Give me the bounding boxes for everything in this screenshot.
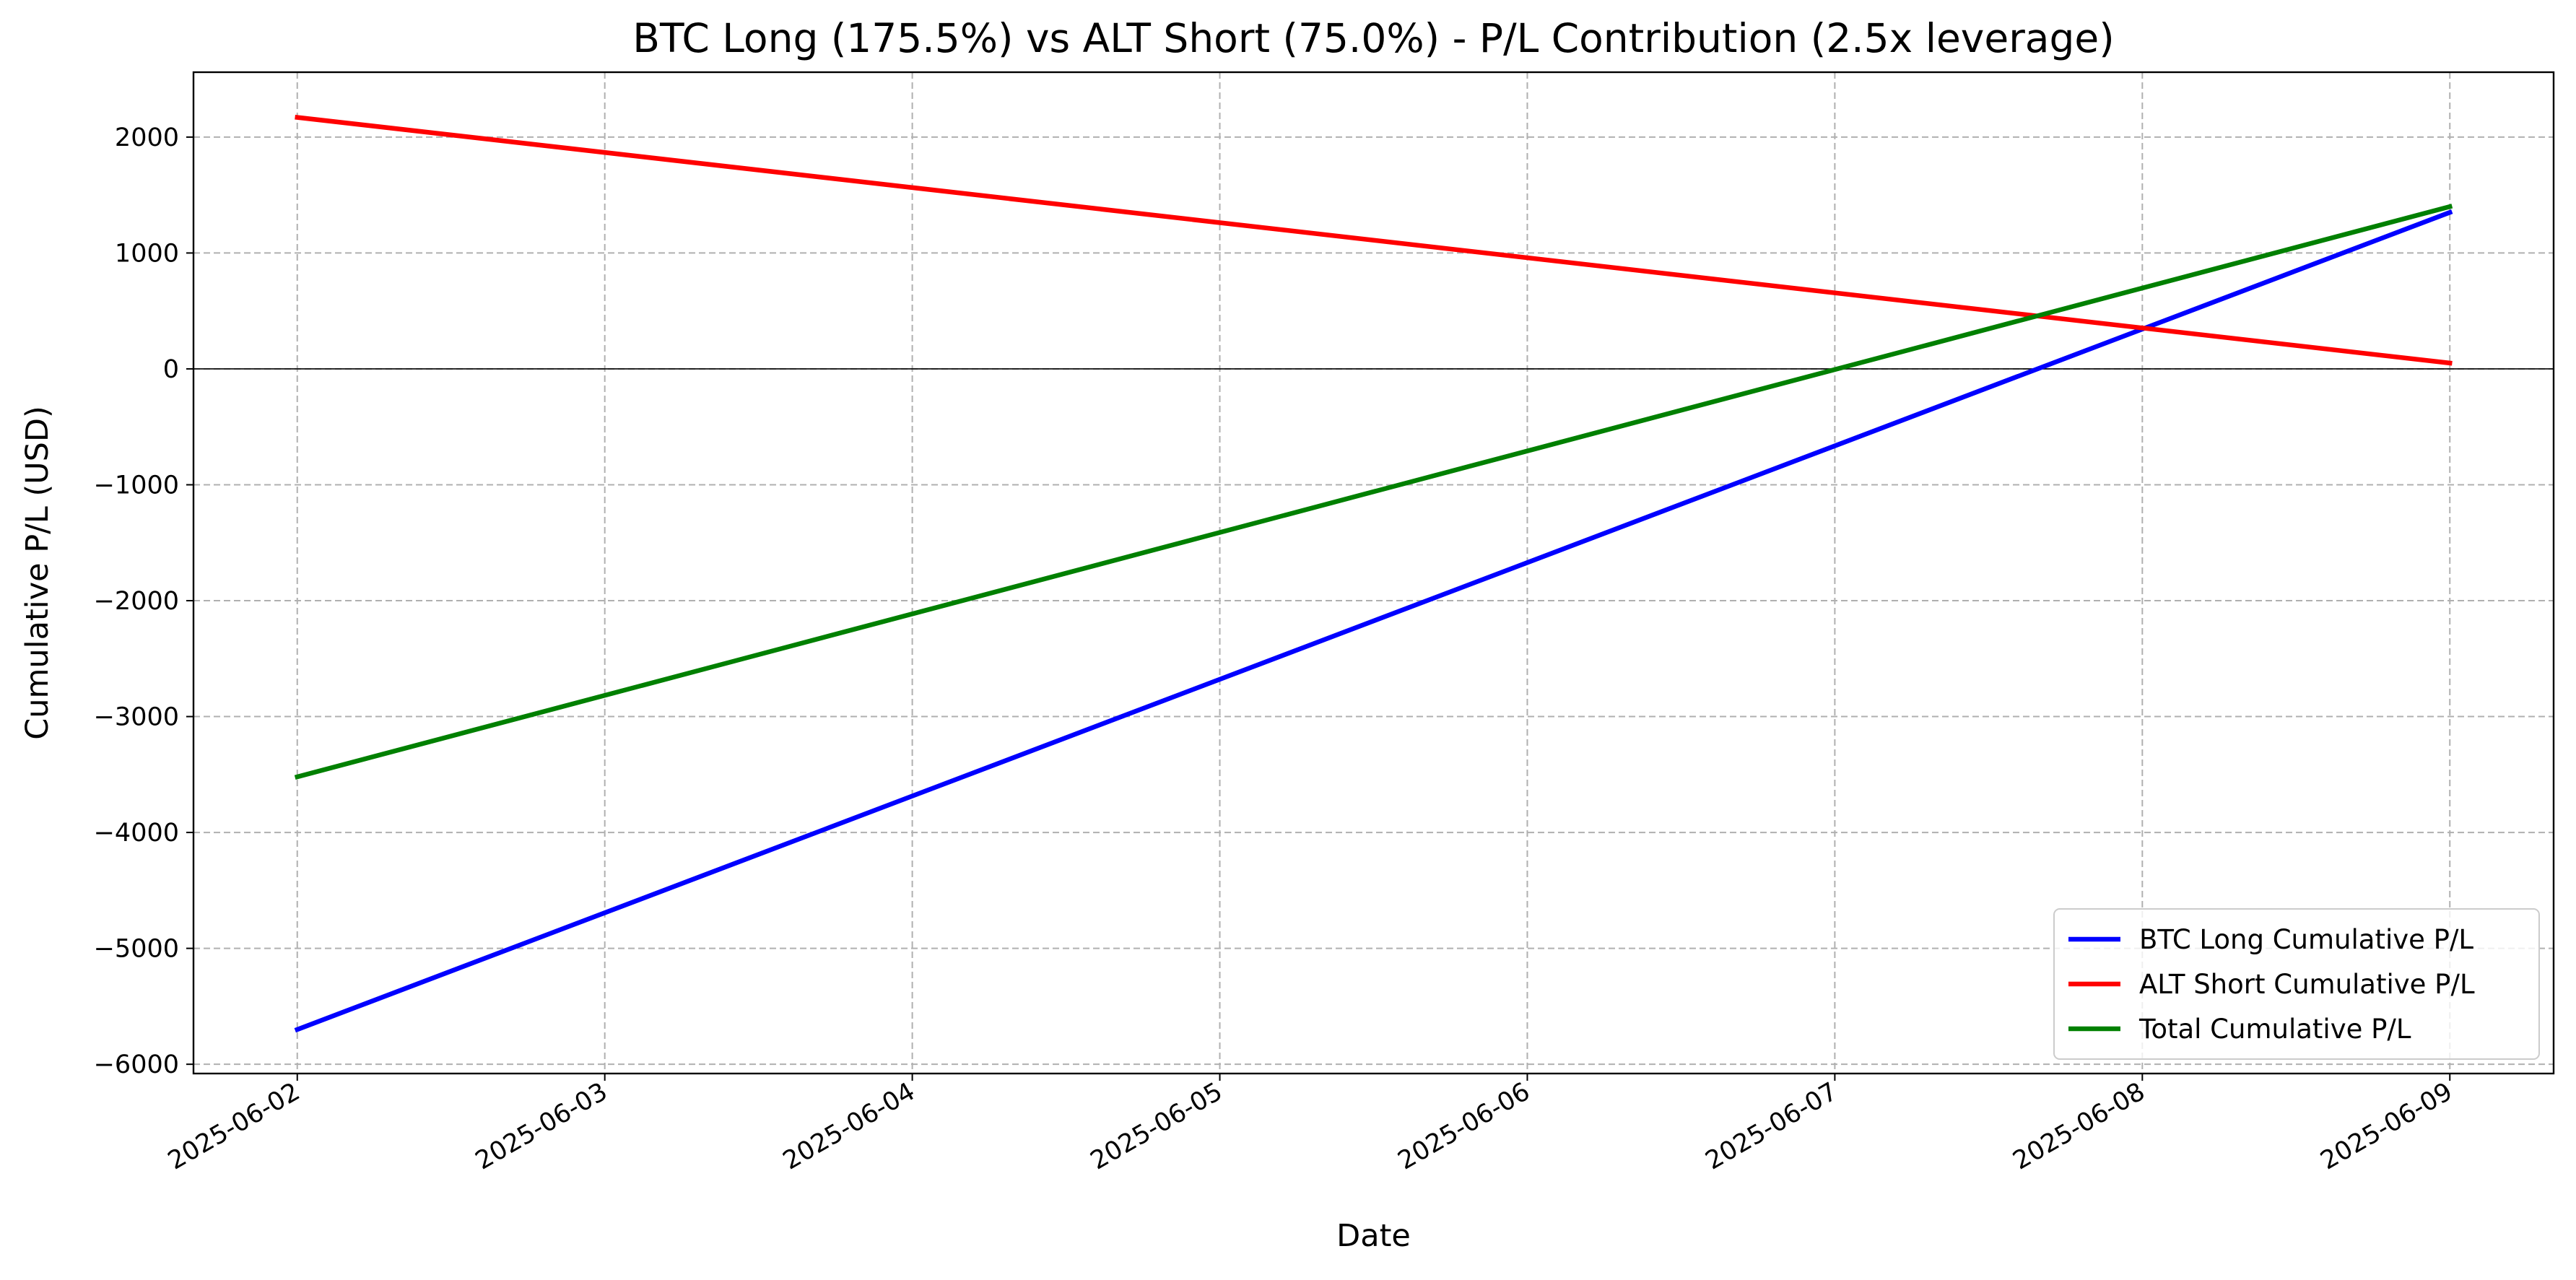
y-tick-label: −4000 xyxy=(94,819,179,848)
legend: BTC Long Cumulative P/L ALT Short Cumulat… xyxy=(2053,908,2540,1060)
plot-frame xyxy=(192,71,2555,1075)
chart-title: BTC Long (175.5%) vs ALT Short (75.0%) -… xyxy=(632,15,2114,61)
y-tick-label: 0 xyxy=(163,355,179,384)
y-tick-label: −5000 xyxy=(94,935,179,964)
series-line-2 xyxy=(295,115,2453,366)
y-tick-label: −3000 xyxy=(94,703,179,732)
legend-box xyxy=(2053,908,2540,1060)
legend-label: Total Cumulative P/L xyxy=(2138,1014,2411,1045)
series-line-1 xyxy=(294,209,2453,1033)
legend-label: BTC Long Cumulative P/L xyxy=(2139,924,2473,955)
series-line-3 xyxy=(294,204,2453,780)
y-tick-label: 2000 xyxy=(115,123,179,152)
y-tick-label: 1000 xyxy=(115,239,179,268)
y-tick-label: −1000 xyxy=(94,471,179,500)
series-layer xyxy=(294,115,2453,1033)
y-axis-label: Cumulative P/L (USD) xyxy=(19,406,56,740)
legend-label: ALT Short Cumulative P/L xyxy=(2139,969,2475,1000)
y-tick-label: −2000 xyxy=(94,587,179,616)
x-axis-label: Date xyxy=(1336,1218,1411,1254)
y-tick-label: −6000 xyxy=(94,1050,179,1079)
